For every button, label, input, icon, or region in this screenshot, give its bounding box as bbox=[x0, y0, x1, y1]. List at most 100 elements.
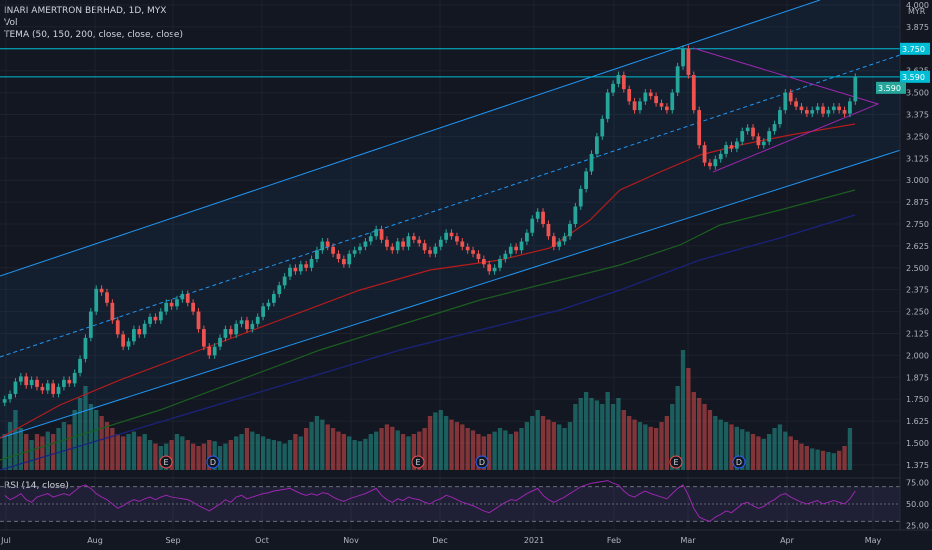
volume-bar bbox=[120, 436, 126, 470]
volume-bar bbox=[519, 428, 524, 470]
candle bbox=[778, 110, 782, 125]
candle bbox=[842, 110, 847, 114]
candle bbox=[562, 236, 567, 242]
candle bbox=[24, 376, 29, 386]
volume-bar bbox=[45, 431, 50, 470]
candle bbox=[627, 89, 632, 102]
price-tick-label: 2.250 bbox=[906, 308, 929, 317]
candle bbox=[557, 241, 562, 247]
volume-bar bbox=[600, 404, 605, 470]
event-marker[interactable]: D bbox=[206, 455, 220, 469]
candle bbox=[207, 346, 212, 356]
candle bbox=[578, 188, 583, 207]
event-marker[interactable]: E bbox=[669, 455, 683, 469]
volume-bar bbox=[707, 410, 713, 470]
price-tick-label: 2.000 bbox=[906, 351, 929, 360]
candle bbox=[648, 92, 653, 97]
volume-bar bbox=[77, 398, 83, 470]
candle bbox=[595, 136, 599, 154]
candle bbox=[298, 264, 303, 272]
volume-bar bbox=[460, 424, 465, 470]
candle bbox=[519, 241, 524, 251]
volume-bar bbox=[56, 428, 61, 470]
candle bbox=[632, 101, 637, 111]
volume-bar bbox=[578, 398, 583, 470]
price-badge-label: 3.590 bbox=[902, 73, 925, 82]
time-tick-label: Oct bbox=[255, 536, 269, 545]
time-tick-label: Mar bbox=[680, 536, 696, 545]
volume-bar bbox=[497, 428, 503, 470]
tema-50-line bbox=[0, 123, 856, 439]
candle bbox=[191, 302, 196, 312]
candle bbox=[853, 76, 858, 102]
rsi-tick-label: 50.00 bbox=[906, 500, 929, 509]
price-tick-label: 1.750 bbox=[906, 395, 929, 404]
time-tick-label: Aug bbox=[87, 536, 103, 545]
volume-bar bbox=[718, 419, 723, 470]
candle bbox=[568, 223, 572, 237]
candle bbox=[455, 236, 459, 242]
volume-bar bbox=[804, 446, 810, 470]
candle bbox=[487, 264, 492, 272]
volume-bar bbox=[201, 443, 207, 470]
volume-bar bbox=[411, 434, 417, 470]
candle bbox=[363, 241, 368, 247]
candle bbox=[99, 288, 104, 293]
tema-150-line bbox=[0, 189, 856, 461]
candle bbox=[94, 288, 99, 312]
candle bbox=[804, 110, 809, 114]
volume-bar bbox=[336, 431, 341, 470]
volume-bar bbox=[379, 428, 384, 470]
event-marker[interactable]: D bbox=[732, 455, 746, 469]
candle bbox=[837, 106, 842, 111]
volume-bar bbox=[783, 431, 788, 470]
volume-bar bbox=[244, 428, 250, 470]
volume-bar bbox=[309, 422, 314, 470]
event-marker[interactable]: D bbox=[475, 455, 489, 469]
volume-bar bbox=[400, 434, 406, 470]
volume-bar bbox=[664, 416, 670, 470]
volume-bar bbox=[88, 404, 93, 470]
volume-bar bbox=[820, 450, 826, 470]
price-tick-label: 2.500 bbox=[906, 264, 929, 273]
volume-bar bbox=[433, 412, 438, 470]
volume-bar bbox=[653, 428, 659, 470]
candle bbox=[202, 329, 206, 347]
candle bbox=[734, 141, 739, 149]
candle bbox=[691, 75, 696, 111]
volume-bar bbox=[535, 410, 540, 470]
candle bbox=[142, 323, 147, 335]
candle bbox=[498, 259, 502, 268]
price-tick-label: 3.250 bbox=[906, 132, 929, 141]
time-tick-label: Jul bbox=[0, 536, 11, 545]
volume-bar bbox=[627, 416, 632, 470]
volume-bar bbox=[503, 430, 508, 470]
event-marker-label: E bbox=[673, 458, 678, 467]
volume-bar bbox=[374, 431, 379, 470]
volume-bar bbox=[99, 416, 104, 470]
volume-bar bbox=[583, 392, 589, 470]
candle bbox=[621, 75, 626, 90]
volume-bar bbox=[567, 422, 573, 470]
candle bbox=[460, 241, 465, 247]
volume-bar bbox=[368, 434, 373, 470]
candle bbox=[212, 346, 217, 356]
event-marker[interactable]: E bbox=[159, 455, 173, 469]
candle bbox=[250, 323, 255, 330]
volume-bar bbox=[573, 404, 578, 470]
candle bbox=[282, 276, 287, 286]
volume-legend-label: Vol bbox=[4, 18, 18, 28]
volume-bar bbox=[13, 410, 18, 470]
volume-bar bbox=[508, 434, 513, 470]
volume-bar bbox=[50, 434, 56, 470]
volume-bar bbox=[207, 440, 212, 470]
currency-label: MYR bbox=[908, 7, 926, 16]
event-marker[interactable]: E bbox=[411, 455, 425, 469]
volume-bar bbox=[734, 426, 740, 470]
candle bbox=[761, 141, 766, 146]
volume-bar bbox=[616, 398, 621, 470]
candle bbox=[605, 92, 610, 119]
volume-bar bbox=[670, 404, 675, 470]
candle bbox=[35, 379, 39, 387]
